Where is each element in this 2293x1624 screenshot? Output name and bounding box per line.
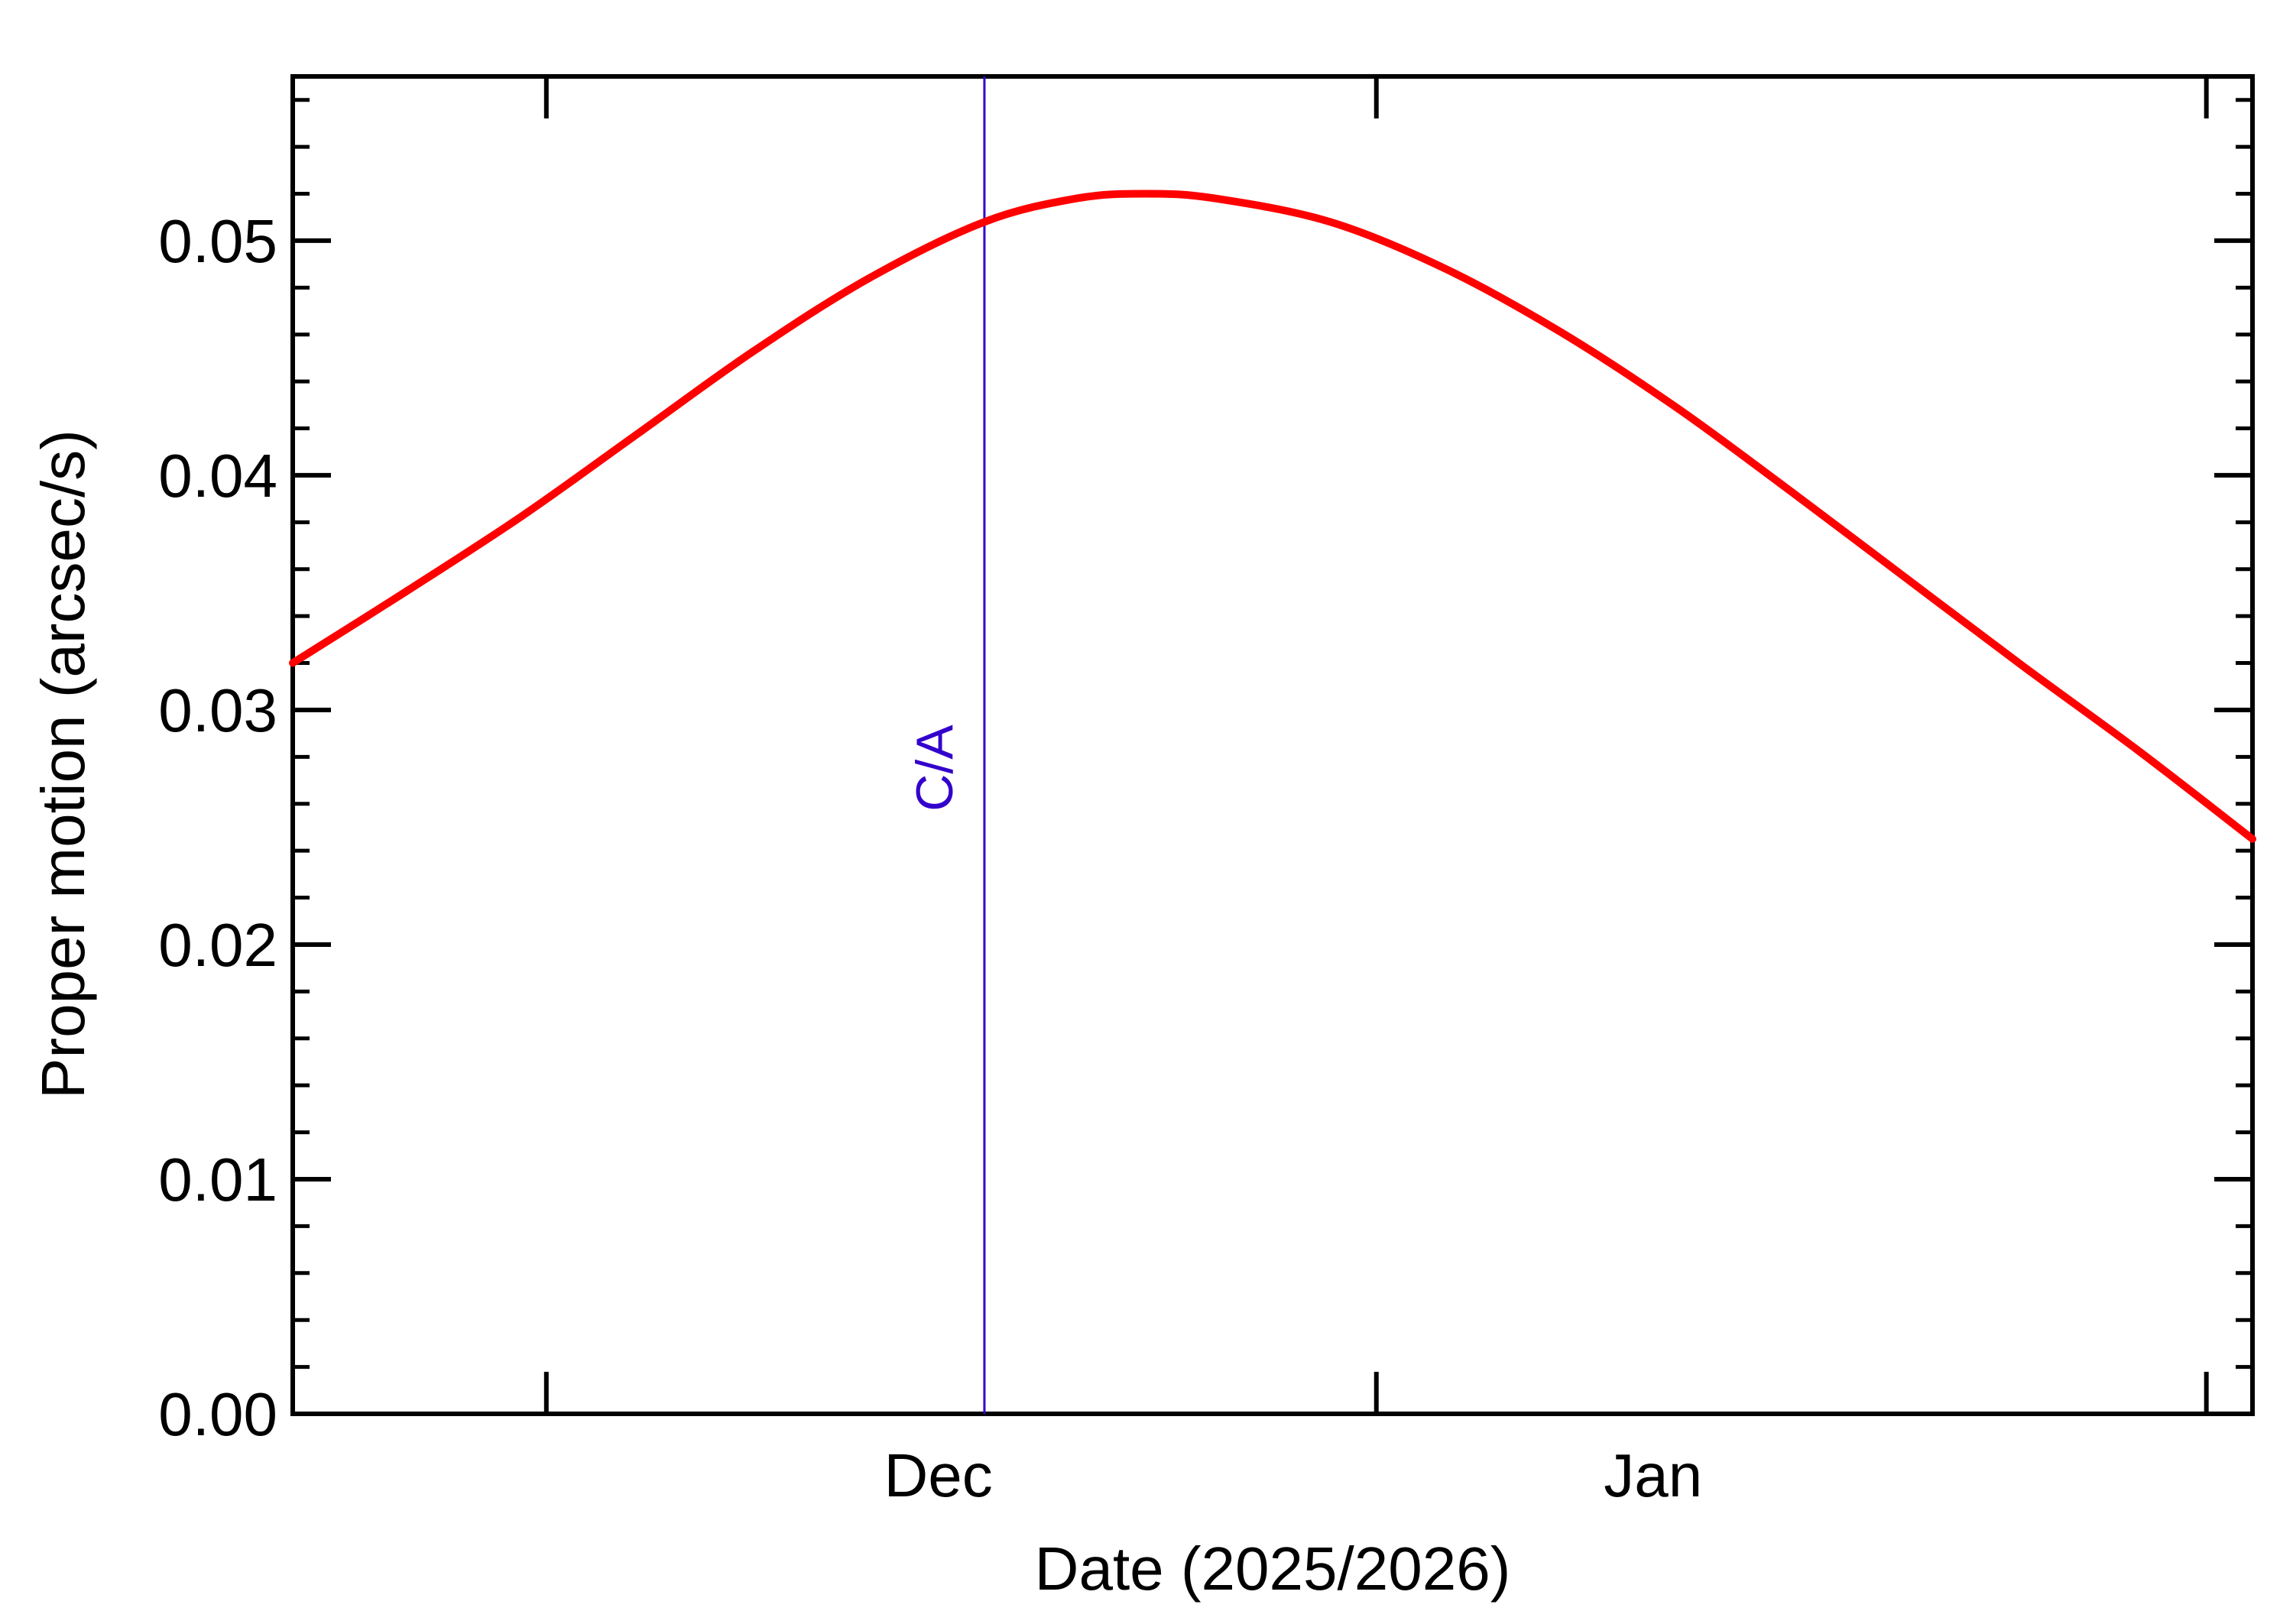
x-month-label: Jan	[1604, 1441, 1702, 1509]
y-tick-label: 0.00	[158, 1380, 277, 1448]
y-tick-labels: 0.00 0.01 0.02 0.03 0.04 0.05	[158, 207, 277, 1448]
y-tick-label: 0.05	[158, 207, 277, 275]
y-axis-label: Proper motion (arcsec/s)	[29, 430, 97, 1099]
y-tick-label: 0.03	[158, 676, 277, 744]
y-tick-label: 0.04	[158, 442, 277, 510]
minor-ticks	[293, 98, 2252, 1370]
x-axis-label: Date (2025/2026)	[1035, 1535, 1511, 1603]
y-tick-label: 0.02	[158, 911, 277, 979]
series-group	[289, 190, 2256, 843]
plot-frame	[290, 74, 2255, 1416]
major-ticks	[293, 76, 2252, 1416]
axis-frame-group	[290, 74, 2255, 1416]
x-month-label: Dec	[884, 1441, 992, 1509]
ca-label: C/A	[906, 724, 964, 812]
x-month-labels: Dec Jan	[884, 1441, 1702, 1509]
annotations: C/A	[906, 76, 986, 1414]
proper-motion-series-line	[289, 190, 2256, 843]
y-tick-label: 0.01	[158, 1146, 277, 1214]
